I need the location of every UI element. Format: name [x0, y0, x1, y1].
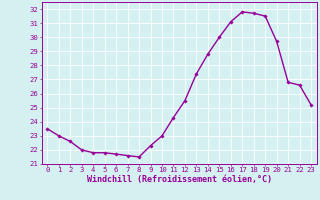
X-axis label: Windchill (Refroidissement éolien,°C): Windchill (Refroidissement éolien,°C) — [87, 175, 272, 184]
